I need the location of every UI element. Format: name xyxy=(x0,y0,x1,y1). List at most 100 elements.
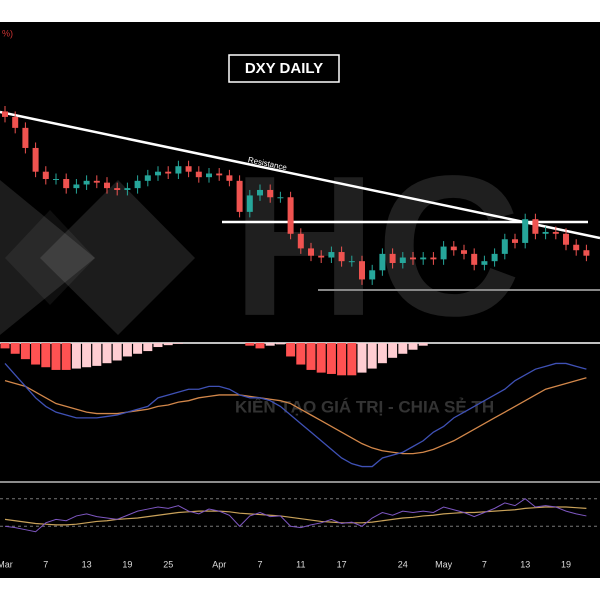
macd-histogram-bar xyxy=(41,343,51,368)
watermark-tagline: KIẾN TẠO GIÁ TRỊ - CHIA SẺ TH xyxy=(235,397,494,416)
candle-body xyxy=(481,261,488,265)
candle-body xyxy=(471,253,478,265)
macd-histogram-bar xyxy=(326,343,336,374)
candle-body xyxy=(144,175,151,181)
candle-body xyxy=(328,252,335,258)
macd-histogram-bar xyxy=(408,343,418,350)
macd-histogram-bar xyxy=(92,343,102,366)
signal-line xyxy=(4,377,587,455)
candle-body xyxy=(440,246,447,260)
macd-histogram-bar xyxy=(82,343,92,368)
x-tick-label: 7 xyxy=(257,559,262,569)
candle-body xyxy=(226,175,233,181)
candle-body xyxy=(277,197,284,199)
candle-body xyxy=(420,257,427,260)
logo-shape xyxy=(0,180,95,335)
macd-histogram-bar xyxy=(20,343,30,360)
candle-body xyxy=(195,171,202,178)
candle-body xyxy=(134,180,141,189)
macd-histogram-bar xyxy=(245,343,255,346)
chart-title: DXY DAILY xyxy=(245,60,323,77)
logo-shape xyxy=(40,180,195,335)
x-tick-label: 19 xyxy=(122,559,132,569)
rsi-ma-line xyxy=(4,506,587,526)
candle-body xyxy=(461,250,467,254)
macd-histogram-bar xyxy=(133,343,143,354)
candle-body xyxy=(297,233,304,249)
candle-body xyxy=(155,171,161,176)
candle-body xyxy=(185,166,192,172)
macd-histogram-bar xyxy=(102,343,112,364)
macd-histogram-bar xyxy=(10,343,20,354)
candle-body xyxy=(573,244,580,251)
macd-histogram-bar xyxy=(418,343,428,346)
candle-body xyxy=(430,257,437,260)
candle-body xyxy=(22,127,29,148)
macd-histogram-bar xyxy=(61,343,71,370)
x-tick-label: 17 xyxy=(337,559,347,569)
candle-body xyxy=(348,261,355,263)
candle-body xyxy=(359,261,365,280)
resistance-line xyxy=(0,110,600,240)
candle-body xyxy=(522,219,529,243)
x-tick-label: 7 xyxy=(482,559,487,569)
macd-histogram-bar xyxy=(143,343,153,352)
candle-body xyxy=(583,250,590,256)
candle-body xyxy=(389,253,396,263)
logo-shape xyxy=(5,210,95,305)
macd-histogram-bar xyxy=(316,343,326,373)
candle-body xyxy=(124,188,131,190)
x-tick-label: 25 xyxy=(163,559,173,569)
candle-body xyxy=(63,179,70,189)
macd-histogram-bar xyxy=(173,343,183,344)
candle-body xyxy=(379,253,386,271)
candle-body xyxy=(93,180,100,183)
macd-histogram-bar xyxy=(153,343,163,348)
macd-histogram-bar xyxy=(377,343,387,364)
macd-histogram-bar xyxy=(0,343,10,349)
x-tick-label: 19 xyxy=(561,559,571,569)
candle-body xyxy=(32,147,39,172)
candle-body xyxy=(501,239,508,254)
macd-histogram-bar xyxy=(306,343,316,370)
macd-histogram-bar xyxy=(275,343,285,345)
macd-histogram-bar xyxy=(255,343,265,349)
candle-body xyxy=(318,255,325,258)
macd-histogram-bar xyxy=(286,343,296,357)
macd-histogram-bar xyxy=(31,343,41,365)
candle-body xyxy=(552,231,559,234)
candle-body xyxy=(287,197,294,234)
candle-body xyxy=(532,219,539,234)
candle-body xyxy=(338,252,345,262)
candle-body xyxy=(369,270,376,280)
candle-body xyxy=(83,180,90,185)
macd-histogram-bar xyxy=(112,343,122,361)
macd-histogram-bar xyxy=(357,343,367,373)
candle-body xyxy=(53,179,59,180)
x-tick-label: May xyxy=(435,559,453,569)
macd-histogram-bar xyxy=(122,343,132,357)
macd-histogram-bar xyxy=(337,343,347,376)
candle-body xyxy=(42,171,49,179)
x-tick-label: 13 xyxy=(520,559,530,569)
candle-body xyxy=(257,189,263,196)
x-tick-label: 7 xyxy=(43,559,48,569)
macd-histogram-bar xyxy=(367,343,377,369)
candle-body xyxy=(73,184,80,189)
candle-body xyxy=(450,246,457,251)
candle-body xyxy=(308,248,314,256)
candle-body xyxy=(236,180,243,212)
candle-body xyxy=(512,239,518,243)
watermark-logo-mark xyxy=(0,180,195,335)
candle-body xyxy=(246,195,253,212)
candle-body xyxy=(410,257,416,260)
x-tick-label: 13 xyxy=(82,559,92,569)
x-tick-label: 24 xyxy=(398,559,408,569)
candle-body xyxy=(165,171,172,174)
candle-body xyxy=(114,188,121,190)
macd-histogram-bar xyxy=(51,343,61,370)
macd-histogram-bar xyxy=(71,343,81,369)
macd-histogram-bar xyxy=(163,343,173,346)
